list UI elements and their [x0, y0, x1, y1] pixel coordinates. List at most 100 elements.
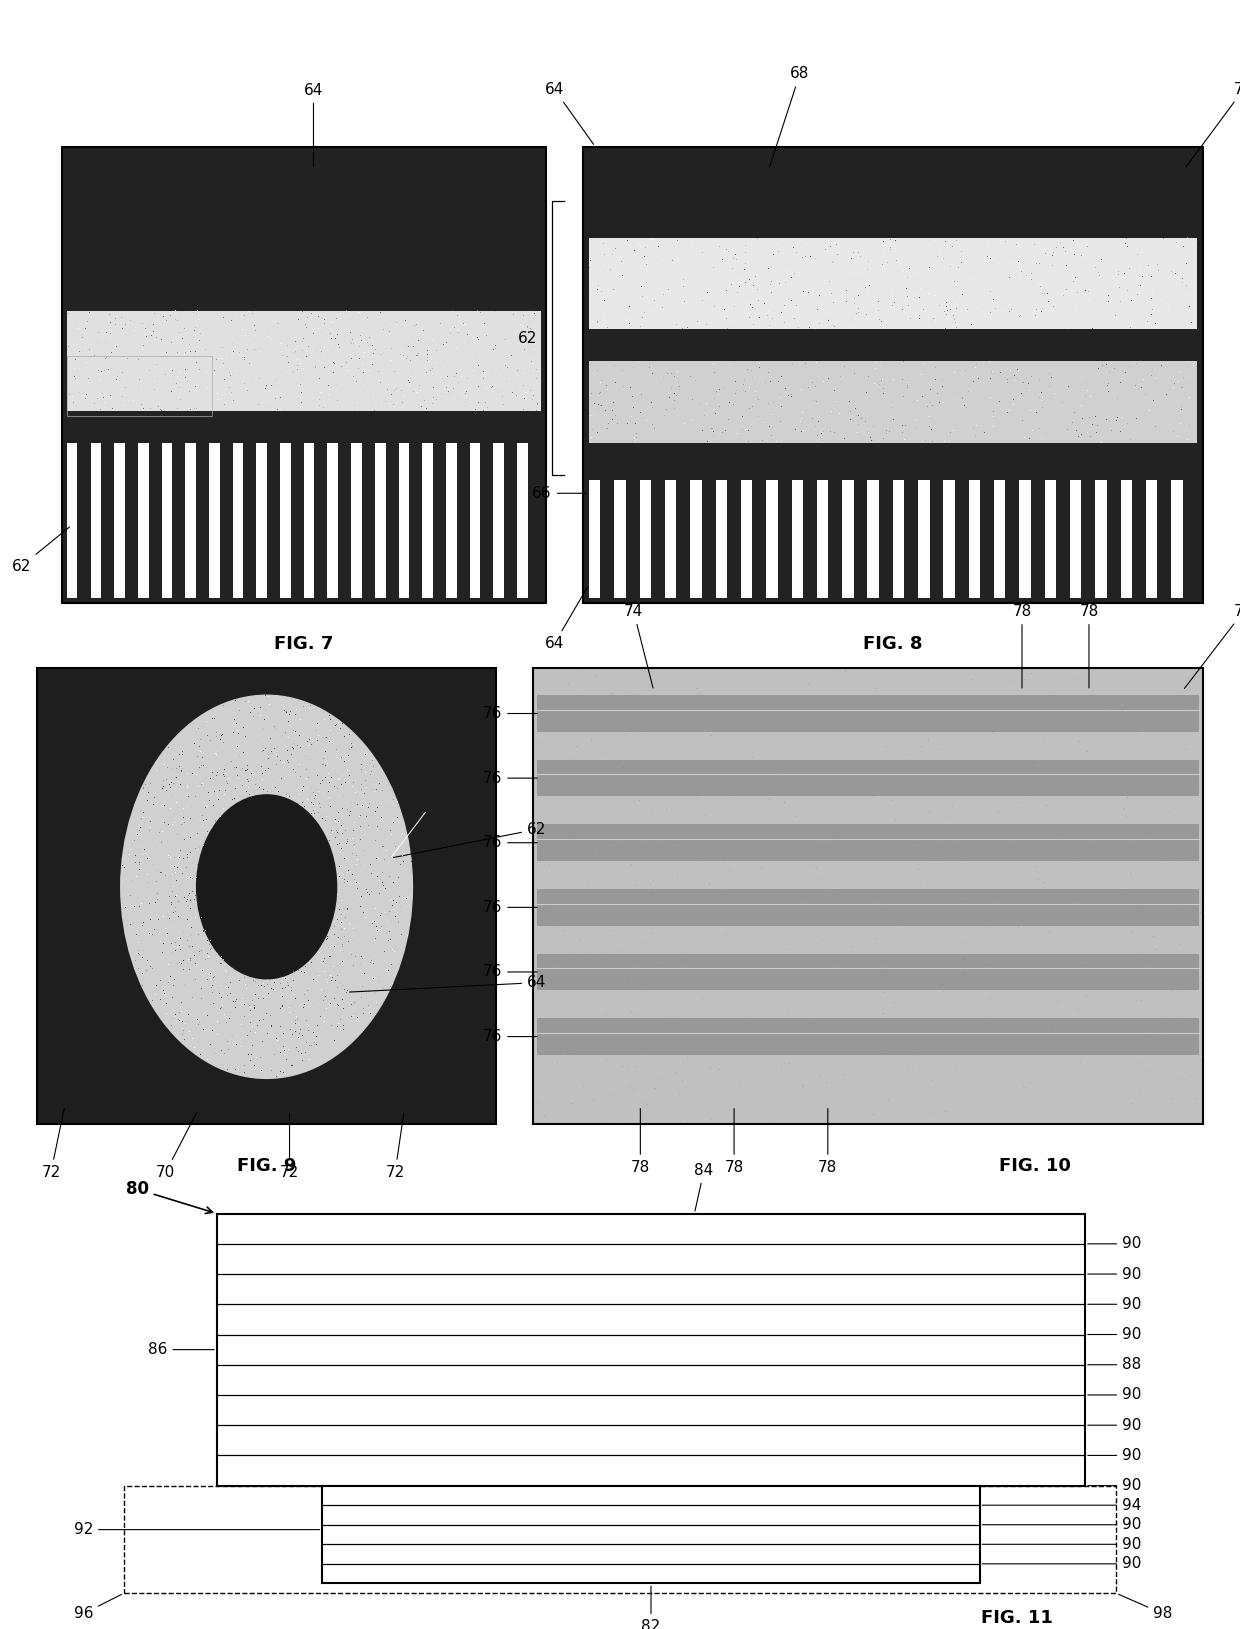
Text: 76: 76: [482, 705, 537, 722]
Bar: [893, 479, 904, 598]
Text: 62: 62: [11, 526, 69, 573]
Text: 90: 90: [1087, 1478, 1142, 1494]
Text: 70: 70: [1184, 604, 1240, 689]
Text: FIG. 10: FIG. 10: [999, 1157, 1071, 1175]
Bar: [868, 479, 879, 598]
Bar: [37, 668, 496, 1124]
Text: 82: 82: [641, 1587, 661, 1629]
Bar: [589, 238, 1197, 329]
Bar: [537, 889, 1199, 925]
Circle shape: [120, 696, 413, 1078]
Bar: [640, 479, 651, 598]
Text: 90: 90: [1087, 1328, 1142, 1342]
Bar: [533, 668, 1203, 1124]
Bar: [791, 479, 804, 598]
Bar: [161, 443, 172, 598]
Bar: [280, 443, 290, 598]
Text: 70: 70: [1185, 81, 1240, 168]
Bar: [217, 1214, 1085, 1486]
Bar: [589, 479, 600, 598]
Text: 62: 62: [393, 823, 547, 857]
Bar: [67, 443, 77, 598]
Text: 86: 86: [148, 1342, 215, 1357]
Text: 90: 90: [1087, 1267, 1142, 1282]
Bar: [994, 479, 1006, 598]
Text: 84: 84: [694, 1163, 714, 1210]
Bar: [589, 362, 1197, 443]
Bar: [257, 443, 267, 598]
Text: 70: 70: [156, 1113, 196, 1179]
Text: 74: 74: [624, 604, 653, 687]
Bar: [817, 479, 828, 598]
Text: FIG. 11: FIG. 11: [981, 1609, 1053, 1627]
Bar: [304, 443, 315, 598]
Bar: [494, 443, 503, 598]
Bar: [124, 1486, 1116, 1593]
Text: FIG. 8: FIG. 8: [863, 635, 923, 653]
Text: 90: 90: [1087, 1388, 1142, 1403]
Bar: [1172, 479, 1183, 598]
Bar: [1019, 479, 1030, 598]
Bar: [233, 443, 243, 598]
Bar: [374, 443, 386, 598]
Bar: [470, 443, 480, 598]
Bar: [968, 479, 980, 598]
Bar: [446, 443, 456, 598]
Text: 80: 80: [125, 1179, 212, 1214]
Bar: [537, 759, 1199, 797]
Bar: [1095, 479, 1107, 598]
Bar: [944, 479, 955, 598]
Text: 72: 72: [41, 1108, 64, 1179]
Text: 64: 64: [544, 586, 588, 652]
Text: 78: 78: [724, 1109, 744, 1175]
Bar: [423, 443, 433, 598]
Bar: [614, 479, 626, 598]
Text: 76: 76: [482, 1030, 537, 1044]
Bar: [842, 479, 853, 598]
Bar: [537, 824, 1199, 862]
Text: 64: 64: [544, 81, 594, 145]
Text: 78: 78: [631, 1109, 650, 1175]
Text: 64: 64: [350, 976, 547, 992]
Text: 78: 78: [818, 1109, 837, 1175]
Bar: [322, 1486, 980, 1583]
Text: 90: 90: [982, 1536, 1142, 1552]
Text: 90: 90: [1087, 1417, 1142, 1432]
Bar: [327, 443, 339, 598]
Text: 90: 90: [1087, 1448, 1142, 1463]
Text: 78: 78: [1079, 604, 1099, 687]
Text: 76: 76: [482, 899, 537, 915]
Bar: [1121, 479, 1132, 598]
Bar: [583, 147, 1203, 603]
Bar: [210, 443, 219, 598]
Bar: [740, 479, 753, 598]
Bar: [766, 479, 777, 598]
Circle shape: [197, 795, 336, 979]
Text: 76: 76: [482, 964, 537, 979]
Bar: [1044, 479, 1056, 598]
Bar: [91, 443, 102, 598]
Text: 72: 72: [280, 1113, 299, 1179]
Text: 76: 76: [482, 836, 537, 850]
Bar: [62, 147, 546, 603]
Bar: [1070, 479, 1081, 598]
Bar: [537, 696, 1199, 731]
Bar: [67, 355, 212, 415]
Bar: [1146, 479, 1157, 598]
Bar: [537, 1018, 1199, 1056]
Text: 90: 90: [1087, 1236, 1142, 1251]
Bar: [351, 443, 362, 598]
Text: 90: 90: [1087, 1297, 1142, 1311]
Text: 90: 90: [982, 1517, 1142, 1533]
Bar: [665, 479, 676, 598]
Text: 72: 72: [386, 1113, 404, 1179]
Text: 66: 66: [532, 485, 587, 500]
Text: 94: 94: [982, 1497, 1142, 1513]
Bar: [67, 311, 541, 411]
Text: 78: 78: [1012, 604, 1032, 687]
Text: FIG. 7: FIG. 7: [274, 635, 334, 653]
Text: 76: 76: [482, 771, 537, 785]
Bar: [715, 479, 727, 598]
Bar: [691, 479, 702, 598]
Text: 88: 88: [1087, 1357, 1142, 1372]
